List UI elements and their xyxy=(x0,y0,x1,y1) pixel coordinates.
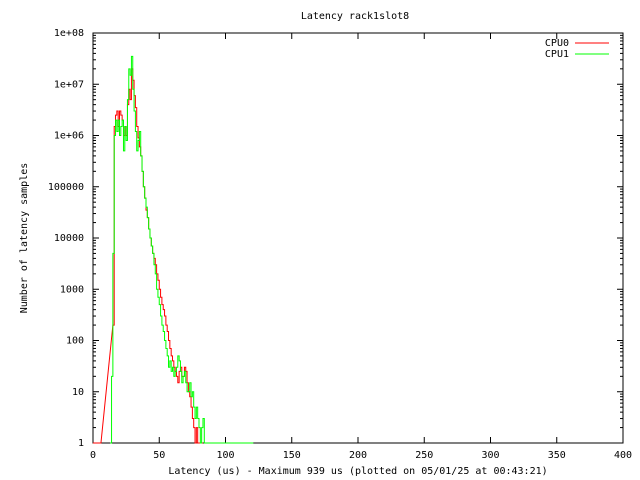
x-tick-label: 150 xyxy=(283,450,301,461)
y-tick-label: 10000 xyxy=(54,233,84,244)
series-line-cpu0 xyxy=(93,68,203,444)
y-tick-label: 100000 xyxy=(48,182,84,193)
y-tick-label: 1000 xyxy=(60,284,84,295)
y-tick-label: 1e+08 xyxy=(54,28,84,39)
legend-label: CPU0 xyxy=(545,38,569,49)
x-tick-label: 100 xyxy=(216,450,234,461)
x-tick-label: 400 xyxy=(614,450,632,461)
y-tick-label: 1e+07 xyxy=(54,79,84,90)
y-tick-label: 100 xyxy=(66,336,84,347)
x-tick-label: 200 xyxy=(349,450,367,461)
y-tick-label: 1e+06 xyxy=(54,131,84,142)
x-tick-label: 250 xyxy=(415,450,433,461)
x-tick-label: 0 xyxy=(90,450,96,461)
plot-frame xyxy=(92,32,624,444)
series-line-cpu1 xyxy=(110,55,254,444)
x-axis: 0 50 100 150 200 250 300 350 400 xyxy=(90,33,632,461)
x-axis-label: Latency (us) - Maximum 939 us (plotted o… xyxy=(168,466,547,477)
y-tick-label: 1 xyxy=(78,438,84,449)
y-axis-label: Number of latency samples xyxy=(19,163,30,314)
chart-title: Latency rack1slot8 xyxy=(301,11,409,22)
series-layer xyxy=(93,55,254,444)
y-axis: 1 10 100 1000 10000 100000 1e+06 1e+07 1e+08 xyxy=(48,28,623,449)
y-tick-label: 10 xyxy=(72,387,84,398)
x-tick-label: 350 xyxy=(548,450,566,461)
x-tick-label: 300 xyxy=(481,450,499,461)
x-tick-label: 50 xyxy=(153,450,165,461)
legend-label: CPU1 xyxy=(545,49,569,60)
